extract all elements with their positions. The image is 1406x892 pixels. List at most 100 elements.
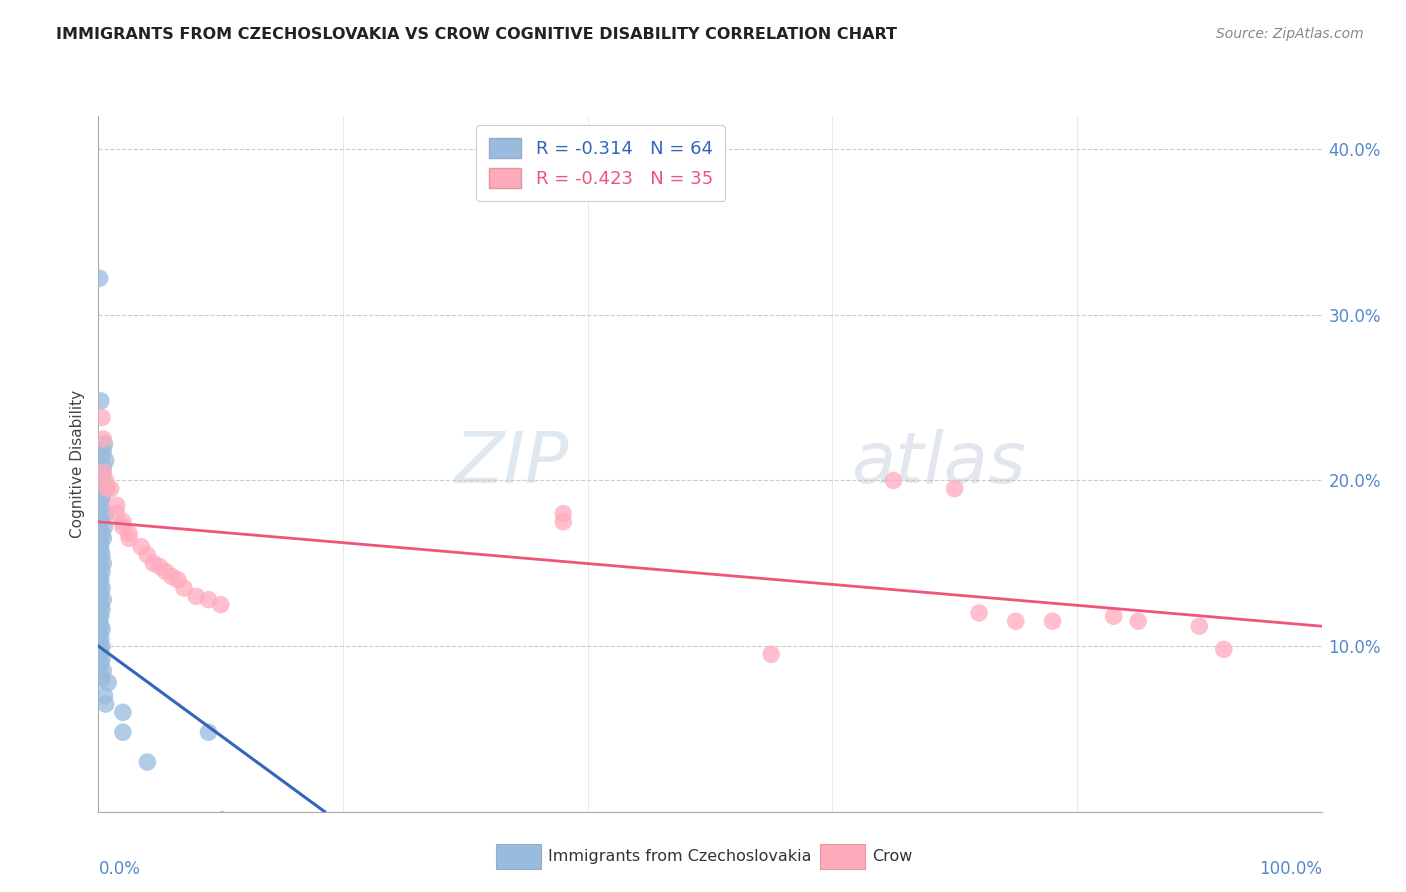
Point: [91, 664, 114, 678]
Point: [90, 515, 112, 529]
Point: [136, 755, 159, 769]
Point: [94, 482, 117, 496]
Point: [91, 556, 114, 570]
Point: [111, 520, 134, 534]
Point: [89, 523, 111, 537]
Point: [100, 482, 122, 496]
Point: [90, 474, 112, 488]
Point: [173, 581, 195, 595]
Point: [91, 503, 114, 517]
Point: [167, 573, 190, 587]
Point: [136, 548, 159, 562]
Point: [91, 602, 114, 616]
Point: [1188, 619, 1211, 633]
Point: [93, 520, 115, 534]
Point: [91, 432, 114, 446]
Point: [90, 559, 112, 574]
Point: [94, 474, 117, 488]
Point: [197, 725, 219, 739]
Point: [91, 490, 114, 504]
Point: [89, 648, 111, 662]
Point: [93, 689, 115, 703]
Point: [142, 556, 165, 570]
Text: Source: ZipAtlas.com: Source: ZipAtlas.com: [1216, 27, 1364, 41]
Point: [89, 625, 111, 640]
Point: [155, 565, 177, 579]
Point: [91, 532, 114, 546]
Point: [89, 590, 111, 604]
Point: [90, 609, 112, 624]
Point: [91, 443, 114, 458]
Point: [90, 573, 112, 587]
Point: [91, 672, 114, 686]
Point: [91, 486, 114, 500]
Point: [89, 569, 111, 583]
Point: [91, 581, 114, 595]
Point: [160, 569, 183, 583]
Point: [883, 474, 905, 488]
Point: [553, 507, 575, 521]
Point: [186, 590, 208, 604]
Point: [89, 659, 111, 673]
Point: [111, 725, 134, 739]
Point: [105, 507, 128, 521]
Point: [89, 553, 111, 567]
Point: [553, 515, 575, 529]
Point: [91, 410, 114, 425]
Point: [91, 565, 114, 579]
Point: [96, 482, 118, 496]
Point: [90, 669, 112, 683]
Point: [91, 449, 114, 463]
Point: [91, 623, 114, 637]
Point: [91, 592, 114, 607]
Point: [90, 619, 112, 633]
Point: [89, 498, 111, 512]
Point: [1212, 642, 1234, 657]
Point: [209, 598, 232, 612]
Legend: R = -0.314   N = 64, R = -0.423   N = 35: R = -0.314 N = 64, R = -0.423 N = 35: [477, 125, 725, 201]
Point: [761, 648, 783, 662]
Point: [89, 540, 111, 554]
Point: [90, 642, 112, 657]
Point: [93, 476, 115, 491]
Point: [105, 498, 128, 512]
Text: 100.0%: 100.0%: [1258, 861, 1322, 879]
Point: [111, 515, 134, 529]
Y-axis label: Cognitive Disability: Cognitive Disability: [70, 390, 86, 538]
Point: [197, 592, 219, 607]
Point: [94, 453, 117, 467]
Point: [90, 586, 112, 600]
Point: [943, 482, 966, 496]
Point: [149, 559, 172, 574]
Point: [91, 639, 114, 653]
Point: [94, 697, 117, 711]
Point: [90, 493, 112, 508]
Text: ZIP: ZIP: [456, 429, 569, 499]
Point: [91, 652, 114, 666]
Point: [89, 606, 111, 620]
Point: [90, 543, 112, 558]
Text: atlas: atlas: [851, 429, 1025, 499]
Point: [91, 465, 114, 479]
Point: [91, 465, 114, 479]
Point: [90, 656, 112, 670]
Point: [90, 598, 112, 612]
Point: [89, 614, 111, 628]
Text: Crow: Crow: [872, 849, 912, 863]
Point: [91, 460, 114, 475]
Point: [90, 631, 112, 645]
Point: [89, 576, 111, 591]
Point: [111, 706, 134, 720]
Text: IMMIGRANTS FROM CZECHOSLOVAKIA VS CROW COGNITIVE DISABILITY CORRELATION CHART: IMMIGRANTS FROM CZECHOSLOVAKIA VS CROW C…: [56, 27, 897, 42]
Point: [1004, 614, 1026, 628]
Point: [1128, 614, 1150, 628]
Point: [129, 540, 152, 554]
Point: [89, 271, 111, 285]
Point: [91, 509, 114, 524]
Point: [89, 636, 111, 650]
Point: [118, 526, 141, 541]
Point: [91, 526, 114, 541]
Point: [118, 532, 141, 546]
Point: [1102, 609, 1125, 624]
Point: [97, 675, 120, 690]
